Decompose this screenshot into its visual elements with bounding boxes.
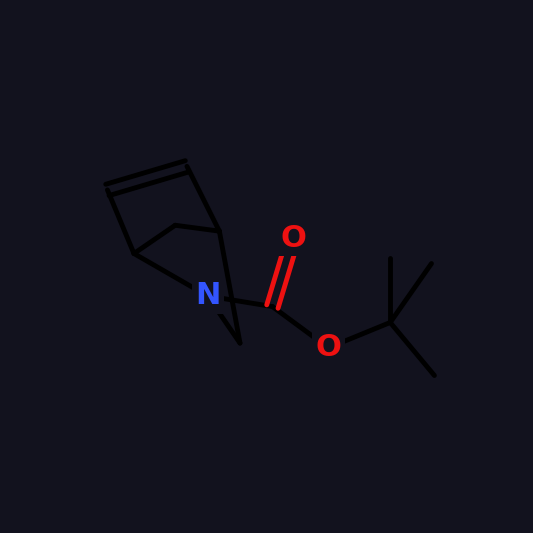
- Text: O: O: [280, 224, 306, 253]
- Text: O: O: [316, 333, 341, 362]
- Text: N: N: [195, 281, 220, 310]
